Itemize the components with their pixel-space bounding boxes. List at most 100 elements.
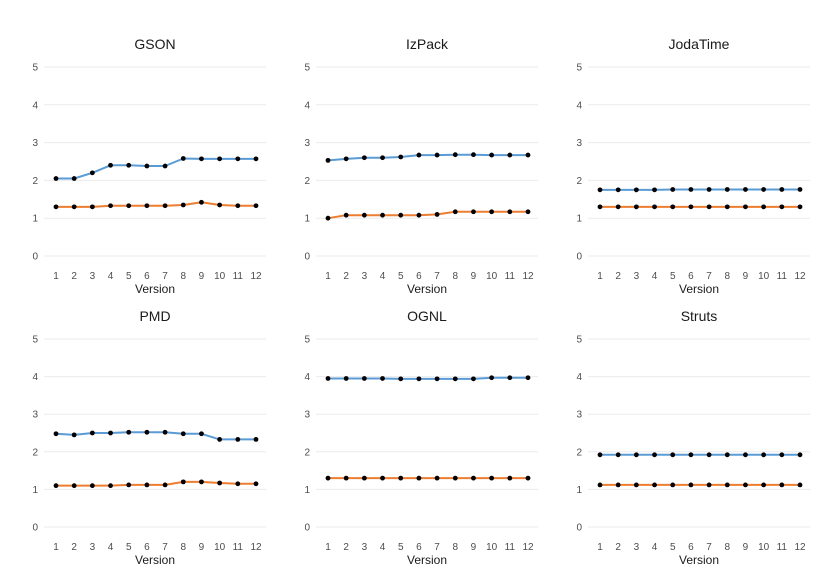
data-point xyxy=(633,187,639,193)
x-tick-label: 1 xyxy=(53,542,59,553)
data-point xyxy=(471,152,476,158)
y-tick-label: 1 xyxy=(32,485,38,496)
data-point xyxy=(416,376,422,382)
data-point xyxy=(615,204,621,210)
data-point xyxy=(525,475,531,481)
data-point xyxy=(507,375,513,381)
data-point xyxy=(761,204,767,210)
data-point xyxy=(398,376,404,382)
data-point xyxy=(325,475,331,481)
data-point xyxy=(162,163,168,169)
data-point xyxy=(724,204,730,210)
x-tick-label: 4 xyxy=(108,542,114,553)
chart-title: JodaTime xyxy=(669,36,730,52)
data-point xyxy=(71,483,77,489)
data-point xyxy=(144,429,150,435)
data-point xyxy=(471,376,476,382)
x-tick-label: 7 xyxy=(706,542,712,553)
data-point xyxy=(71,432,77,438)
data-point xyxy=(670,452,676,458)
data-point xyxy=(797,452,803,458)
data-point xyxy=(162,203,168,209)
y-tick-label: 4 xyxy=(576,100,582,111)
x-tick-label: 5 xyxy=(398,271,404,282)
x-tick-label: 1 xyxy=(325,271,331,282)
data-point xyxy=(633,204,639,210)
data-point xyxy=(398,154,404,160)
y-tick-label: 1 xyxy=(576,485,582,496)
data-point xyxy=(615,452,621,458)
x-tick-label: 10 xyxy=(214,542,226,553)
data-point xyxy=(108,430,113,436)
x-tick-label: 9 xyxy=(743,271,749,282)
x-tick-label: 3 xyxy=(90,542,96,553)
x-tick-label: 11 xyxy=(233,271,244,282)
y-tick-label: 2 xyxy=(304,176,310,187)
y-tick-label: 1 xyxy=(304,214,310,225)
y-tick-label: 2 xyxy=(576,176,582,187)
series-line-2 xyxy=(56,201,256,208)
y-tick-label: 5 xyxy=(32,335,38,346)
y-tick-label: 5 xyxy=(32,63,38,74)
y-tick-label: 4 xyxy=(304,372,310,383)
data-point xyxy=(217,480,223,486)
data-point xyxy=(89,170,95,176)
data-point xyxy=(706,482,712,488)
data-point xyxy=(180,431,186,437)
x-tick-label: 8 xyxy=(724,271,730,282)
data-point xyxy=(597,204,603,210)
data-point xyxy=(670,482,676,488)
data-point xyxy=(743,187,748,192)
data-point xyxy=(779,482,785,488)
data-point xyxy=(471,475,476,481)
data-point xyxy=(380,212,385,218)
data-point xyxy=(615,187,621,193)
data-point xyxy=(126,429,132,435)
x-tick-label: 9 xyxy=(471,271,477,282)
data-point xyxy=(652,482,657,488)
data-point xyxy=(380,155,385,161)
data-point xyxy=(743,204,748,210)
y-tick-label: 1 xyxy=(32,214,38,225)
data-point xyxy=(343,212,349,218)
x-tick-label: 7 xyxy=(162,271,168,282)
x-axis-label: Version xyxy=(407,553,447,567)
data-point xyxy=(180,479,186,485)
y-tick-label: 4 xyxy=(32,372,38,383)
chart-title: PMD xyxy=(139,308,170,324)
x-tick-label: 6 xyxy=(416,542,422,553)
data-point xyxy=(89,430,95,436)
x-tick-label: 7 xyxy=(162,542,168,553)
x-tick-label: 7 xyxy=(434,271,440,282)
data-point xyxy=(471,209,476,215)
x-tick-label: 5 xyxy=(126,271,132,282)
data-point xyxy=(761,452,767,458)
data-point xyxy=(144,203,150,209)
x-axis-label: Version xyxy=(135,553,175,567)
data-point xyxy=(108,203,113,209)
data-point xyxy=(688,187,694,192)
y-tick-label: 2 xyxy=(32,447,38,458)
y-tick-label: 0 xyxy=(32,523,38,534)
data-point xyxy=(652,187,657,193)
x-tick-label: 5 xyxy=(670,271,676,282)
chart-title: Struts xyxy=(681,308,718,324)
x-tick-label: 9 xyxy=(199,542,205,553)
x-axis-label: Version xyxy=(679,553,719,567)
data-point xyxy=(162,429,168,435)
data-point xyxy=(199,431,204,437)
data-point xyxy=(199,156,204,162)
data-point xyxy=(380,376,385,381)
data-point xyxy=(652,452,657,458)
x-tick-label: 6 xyxy=(688,271,694,282)
data-point xyxy=(489,475,495,481)
data-point xyxy=(217,156,223,162)
data-point xyxy=(126,162,132,168)
data-point xyxy=(71,204,77,210)
data-point xyxy=(434,475,440,481)
y-tick-label: 4 xyxy=(304,100,310,111)
